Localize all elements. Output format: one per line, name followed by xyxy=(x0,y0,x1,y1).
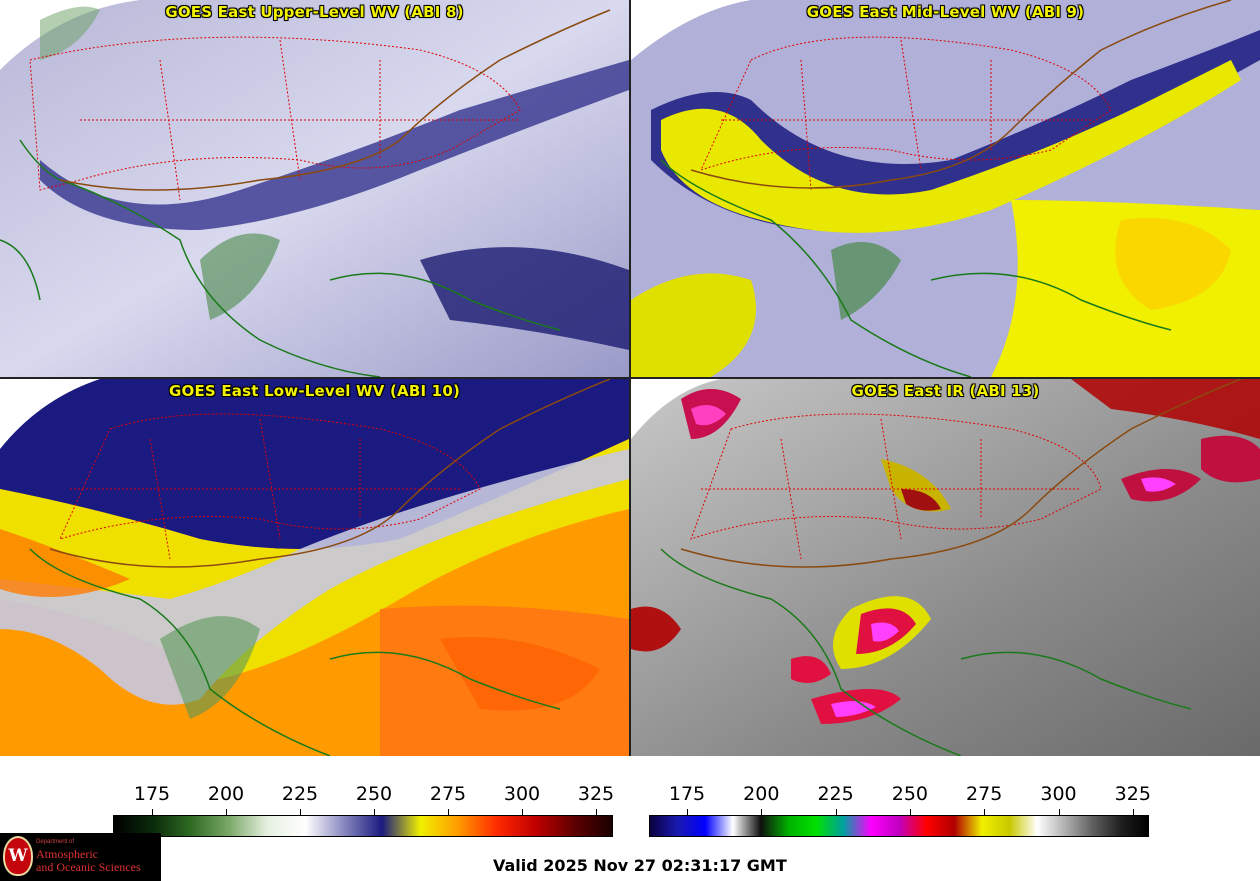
valid-timestamp: Valid 2025 Nov 27 02:31:17 GMT xyxy=(493,856,787,875)
logo-line-1: Atmospheric xyxy=(36,847,98,861)
tick-label: 175 xyxy=(668,783,706,805)
tick-label: 300 xyxy=(503,783,541,805)
aos-logo: W Department of Atmospheric and Oceanic … xyxy=(0,833,161,881)
tick-label: 300 xyxy=(1040,783,1077,805)
colorbar-wv xyxy=(113,815,613,837)
tick-mark xyxy=(835,809,837,815)
panel-ir: GOES East IR (ABI 13) xyxy=(631,379,1260,756)
tick-label: 225 xyxy=(817,783,854,805)
tick-label: 200 xyxy=(207,783,245,805)
tick-label: 275 xyxy=(966,783,1003,805)
tick-label: 200 xyxy=(743,783,780,805)
panel-title: GOES East Upper-Level WV (ABI 8) xyxy=(165,3,464,21)
tick-mark xyxy=(596,809,597,815)
tick-mark xyxy=(226,809,227,815)
tick-label: 250 xyxy=(891,783,929,805)
colorbar-ir xyxy=(649,815,1149,837)
tick-mark xyxy=(984,809,986,815)
tick-mark xyxy=(448,809,449,815)
tick-label: 225 xyxy=(281,783,319,805)
tick-label: 325 xyxy=(577,783,615,805)
satellite-image-low-wv xyxy=(0,379,629,756)
tick-mark xyxy=(522,809,523,815)
panel-low-level-wv: GOES East Low-Level WV (ABI 10) xyxy=(0,379,629,756)
tick-label: 275 xyxy=(429,783,467,805)
tick-mark xyxy=(374,809,375,815)
panel-title: GOES East IR (ABI 13) xyxy=(851,382,1040,400)
tick-label: 250 xyxy=(355,783,393,805)
logo-department: Department of xyxy=(36,839,75,845)
tick-label: 325 xyxy=(1114,783,1151,805)
panel-divider-horizontal xyxy=(0,377,1260,379)
tick-mark xyxy=(687,809,688,815)
tick-label: 175 xyxy=(133,783,171,805)
panel-upper-level-wv: GOES East Upper-Level WV (ABI 8) xyxy=(0,0,629,377)
tick-mark xyxy=(909,809,911,815)
tick-mark xyxy=(300,809,301,815)
tick-mark xyxy=(761,809,763,815)
satellite-image-upper-wv xyxy=(0,0,629,377)
panel-title: GOES East Mid-Level WV (ABI 9) xyxy=(806,3,1085,21)
panel-title: GOES East Low-Level WV (ABI 10) xyxy=(168,382,461,400)
tick-mark xyxy=(1058,809,1060,815)
satellite-image-ir xyxy=(631,379,1260,756)
satellite-image-mid-wv xyxy=(631,0,1260,377)
panel-mid-level-wv: GOES East Mid-Level WV (ABI 9) xyxy=(631,0,1260,377)
logo-line-2: and Oceanic Sciences xyxy=(36,860,141,874)
tick-mark xyxy=(152,809,153,815)
tick-mark xyxy=(1132,809,1134,815)
university-seal-icon: W xyxy=(3,836,33,876)
